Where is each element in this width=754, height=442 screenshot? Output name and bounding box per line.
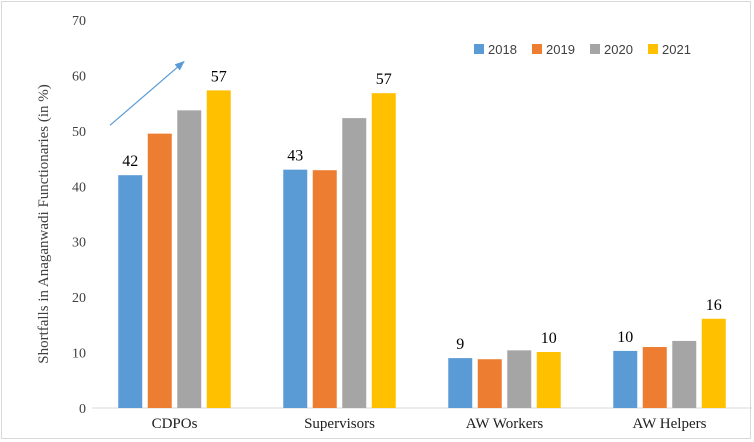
bar-2021-cdpos bbox=[206, 90, 231, 408]
bar-2021-supervisors bbox=[371, 93, 396, 408]
bar-2021-aw-workers bbox=[536, 352, 561, 408]
bar-2019-aw-helpers bbox=[642, 347, 667, 408]
legend-label: 2020 bbox=[604, 42, 633, 57]
x-category-label: CDPOs bbox=[152, 416, 198, 432]
bar-2020-aw-helpers bbox=[672, 340, 697, 408]
y-tick-label: 20 bbox=[72, 291, 86, 306]
y-tick-label: 50 bbox=[72, 125, 86, 140]
y-tick-label: 0 bbox=[79, 402, 86, 417]
data-label: 9 bbox=[456, 336, 464, 353]
trend-arrow bbox=[109, 60, 185, 126]
bar-2018-supervisors bbox=[283, 169, 308, 408]
x-category-label: AW Helpers bbox=[633, 416, 707, 432]
data-label: 57 bbox=[376, 71, 392, 88]
bar-2021-aw-helpers bbox=[701, 318, 726, 408]
data-label: 43 bbox=[287, 148, 303, 165]
data-label: 10 bbox=[541, 330, 557, 347]
bar-2018-aw-workers bbox=[448, 358, 473, 408]
legend-label: 2019 bbox=[546, 42, 575, 57]
data-label: 16 bbox=[706, 297, 722, 314]
bar-2020-supervisors bbox=[342, 118, 367, 408]
data-label: 57 bbox=[211, 68, 227, 85]
y-tick-label: 40 bbox=[72, 180, 86, 195]
y-tick-label: 10 bbox=[72, 347, 86, 362]
bar-2018-cdpos bbox=[118, 175, 143, 408]
bar-2019-aw-workers bbox=[477, 359, 502, 408]
legend-label: 2018 bbox=[488, 42, 517, 57]
legend-swatch bbox=[590, 44, 600, 54]
legend-swatch bbox=[532, 44, 542, 54]
y-axis-title: Shortfalls in Anaganwadi Functionaries (… bbox=[36, 84, 52, 364]
bar-2019-supervisors bbox=[312, 170, 337, 408]
bar-2018-aw-helpers bbox=[613, 350, 638, 408]
data-label: 42 bbox=[122, 153, 138, 170]
y-tick-label: 70 bbox=[72, 14, 86, 29]
x-category-label: Supervisors bbox=[304, 416, 375, 432]
bar-2019-cdpos bbox=[147, 133, 172, 408]
y-tick-label: 60 bbox=[72, 69, 86, 84]
y-tick-label: 30 bbox=[72, 236, 86, 251]
legend-swatch bbox=[648, 44, 658, 54]
data-label: 10 bbox=[617, 329, 633, 346]
bar-2020-cdpos bbox=[177, 110, 202, 408]
legend-label: 2021 bbox=[662, 42, 691, 57]
x-category-label: AW Workers bbox=[466, 416, 544, 432]
legend-swatch bbox=[474, 44, 484, 54]
bar-2020-aw-workers bbox=[507, 350, 532, 408]
